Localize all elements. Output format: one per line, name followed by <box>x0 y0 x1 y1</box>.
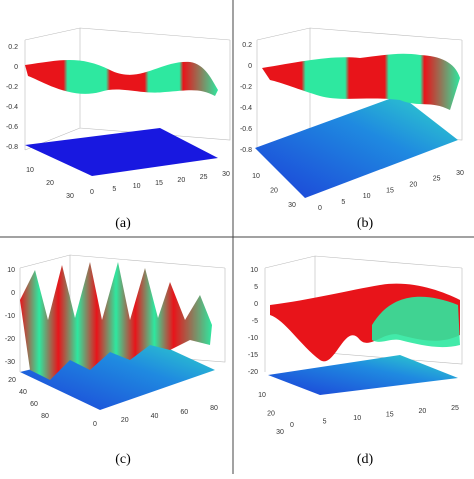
caption: (a) <box>115 216 131 231</box>
x-tick-label: 10 <box>133 183 141 190</box>
z-tick-label: -0.4 <box>6 104 18 111</box>
y-tick-label: 10 <box>26 167 34 174</box>
x-tick-label: 25 <box>451 405 459 412</box>
z-tick-label: 0 <box>14 64 18 71</box>
x-tick-label: 25 <box>200 174 208 181</box>
x-tick-label: 40 <box>151 413 159 420</box>
x-tick-label: 30 <box>222 171 230 178</box>
z-tick-label: -15 <box>248 352 258 359</box>
y-tick-label: 30 <box>288 202 296 209</box>
z-tick-label: 0.2 <box>242 42 252 49</box>
x-tick-label: 0 <box>290 422 294 429</box>
z-tick-label: -0.6 <box>6 124 18 131</box>
x-tick-label: 10 <box>363 193 371 200</box>
z-tick-label: 0.2 <box>8 44 18 51</box>
x-tick-label: 80 <box>210 405 218 412</box>
z-tick-label: -0.2 <box>240 84 252 91</box>
y-tick-label: 20 <box>267 410 275 417</box>
y-tick-label: 10 <box>258 392 266 399</box>
z-tick-label: -0.6 <box>240 126 252 133</box>
caption: (c) <box>115 452 131 467</box>
z-tick-label: -10 <box>248 335 258 342</box>
x-tick-label: 5 <box>341 199 345 206</box>
z-tick-label: -30 <box>5 359 15 366</box>
y-tick-label: 40 <box>19 389 27 396</box>
y-tick-label: 20 <box>270 187 278 194</box>
x-tick-label: 5 <box>323 418 327 425</box>
panel-b-plot <box>255 27 463 198</box>
z-tick-label: 0 <box>254 301 258 308</box>
panel-a-plot <box>24 27 231 176</box>
y-tick-label: 80 <box>41 413 49 420</box>
caption: (b) <box>357 216 374 231</box>
z-tick-label: -10 <box>5 313 15 320</box>
y-tick-label: 60 <box>30 401 38 408</box>
x-tick-label: 15 <box>155 180 163 187</box>
z-tick-label: -20 <box>5 336 15 343</box>
x-tick-label: 20 <box>121 417 129 424</box>
z-tick-label: 0 <box>248 63 252 70</box>
x-tick-label: 20 <box>177 177 185 184</box>
x-tick-label: 20 <box>419 408 427 415</box>
z-tick-label: -0.8 <box>6 144 18 151</box>
z-tick-label: 10 <box>250 267 258 274</box>
x-tick-label: 30 <box>456 170 464 177</box>
x-tick-label: 5 <box>112 186 116 193</box>
z-tick-label: -5 <box>252 318 258 325</box>
x-tick-label: 15 <box>386 412 394 419</box>
x-tick-label: 20 <box>409 182 417 189</box>
x-tick-label: 0 <box>318 205 322 212</box>
y-tick-label: 20 <box>8 377 16 384</box>
x-tick-label: 0 <box>93 421 97 428</box>
z-tick-label: 0 <box>11 290 15 297</box>
caption: (d) <box>357 452 374 467</box>
z-tick-label: -0.2 <box>6 84 18 91</box>
y-tick-label: 20 <box>46 180 54 187</box>
z-tick-label: -0.8 <box>240 147 252 154</box>
x-tick-label: 60 <box>180 409 188 416</box>
z-tick-label: -20 <box>248 369 258 376</box>
y-tick-label: 30 <box>276 429 284 436</box>
x-tick-label: 25 <box>433 176 441 183</box>
x-tick-label: 10 <box>353 415 361 422</box>
z-tick-label: 10 <box>7 267 15 274</box>
y-tick-label: 30 <box>66 193 74 200</box>
x-tick-label: 0 <box>90 189 94 196</box>
panel-d-plot <box>264 255 463 395</box>
y-tick-label: 10 <box>252 173 260 180</box>
z-tick-label: 5 <box>254 284 258 291</box>
z-tick-label: -0.4 <box>240 105 252 112</box>
x-tick-label: 15 <box>386 187 394 194</box>
panel-c-plot <box>19 254 226 410</box>
